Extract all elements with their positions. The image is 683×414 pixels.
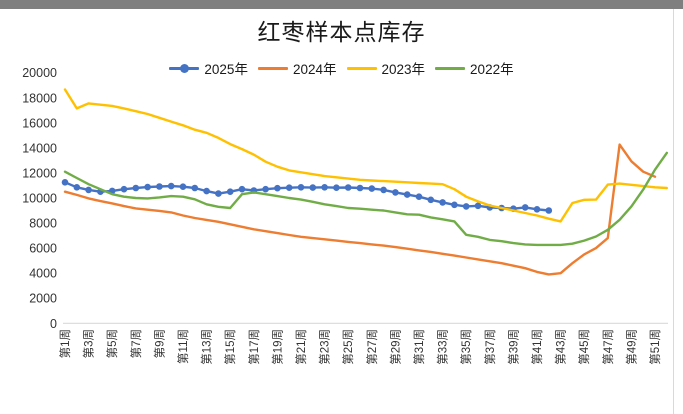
series-marker-2025年 <box>545 207 553 214</box>
x-tick-label: 第27周 <box>365 329 379 365</box>
series-marker-2025年 <box>533 206 541 213</box>
series-marker-2025年 <box>344 184 352 191</box>
y-tick-label: 16000 <box>22 116 57 130</box>
legend-item-2025年: 2025年 <box>169 58 248 78</box>
legend-swatch-2022年 <box>435 66 466 70</box>
legend-label: 2025年 <box>204 62 248 77</box>
legend-label: 2022年 <box>470 62 514 77</box>
series-marker-2025年 <box>321 184 328 191</box>
x-tick-label: 第33周 <box>436 329 450 365</box>
legend-label: 2023年 <box>381 62 426 77</box>
y-tick-label: 0 <box>50 317 57 331</box>
chart-title: 红枣样本点库存 <box>257 19 426 45</box>
y-tick-label: 6000 <box>29 242 57 256</box>
x-tick-label: 第47周 <box>601 329 615 365</box>
x-tick-label: 第37周 <box>483 329 497 365</box>
series-marker-2025年 <box>285 184 293 191</box>
x-tick-label: 第51周 <box>648 329 662 365</box>
series-marker-2025年 <box>156 183 163 190</box>
x-tick-label: 第49周 <box>624 329 638 365</box>
chart-legend: 2025年 2024年 2023年 2022年 <box>0 58 683 78</box>
series-marker-2025年 <box>439 199 446 206</box>
series-marker-2025年 <box>403 191 411 198</box>
series-line-2024年 <box>63 143 657 276</box>
series-marker-2025年 <box>191 184 199 192</box>
window-top-edge <box>0 0 683 9</box>
legend-swatch-2023年 <box>346 66 377 70</box>
x-tick-label: 第31周 <box>412 329 426 365</box>
legend-marker-dot <box>180 63 190 73</box>
y-tick-label: 20000 <box>22 66 57 80</box>
y-tick-label: 4000 <box>29 267 57 281</box>
series-marker-2025年 <box>427 196 435 204</box>
x-tick-label: 第13周 <box>200 329 214 365</box>
series-line-2022年 <box>63 151 668 247</box>
series-marker-2025年 <box>356 184 364 192</box>
y-tick-label: 18000 <box>22 91 57 105</box>
series-marker-2025年 <box>203 187 210 195</box>
x-tick-label: 第11周 <box>176 329 190 364</box>
x-tick-label: 第17周 <box>247 329 261 365</box>
x-tick-label: 第5周 <box>105 329 119 358</box>
series-marker-2025年 <box>85 186 92 194</box>
series-marker-2025年 <box>179 183 187 190</box>
x-tick-label: 第23周 <box>318 329 332 365</box>
series-marker-2025年 <box>215 190 222 197</box>
x-tick-label: 第39周 <box>506 329 520 365</box>
series-marker-2025年 <box>132 184 140 192</box>
series-marker-2025年 <box>415 193 423 200</box>
series-marker-2025年 <box>462 203 470 210</box>
x-tick-label: 第35周 <box>459 329 473 365</box>
series-marker-2025年 <box>238 185 246 193</box>
x-tick-label: 第21周 <box>294 329 308 365</box>
series-marker-2025年 <box>380 186 387 194</box>
x-tick-label: 第7周 <box>129 329 143 358</box>
series-marker-2025年 <box>297 184 305 191</box>
x-tick-label: 第3周 <box>82 329 96 358</box>
window-right-edge <box>673 9 674 414</box>
y-tick-label: 8000 <box>29 217 57 231</box>
legend-swatch-2025年 <box>169 63 200 73</box>
series-marker-2025年 <box>262 185 269 193</box>
series-line-2023年 <box>63 88 668 223</box>
legend-item-2024年: 2024年 <box>257 58 337 78</box>
series-marker-2025年 <box>226 188 234 195</box>
legend-item-2022年: 2022年 <box>435 58 514 78</box>
x-tick-label: 第41周 <box>530 329 544 365</box>
legend-label: 2024年 <box>292 62 337 77</box>
x-tick-label: 第1周 <box>58 329 72 358</box>
series-marker-2025年 <box>73 184 81 191</box>
series-marker-2025年 <box>451 201 458 209</box>
x-tick-label: 第43周 <box>554 329 568 365</box>
series-marker-2025年 <box>309 184 317 191</box>
series-marker-2025年 <box>368 185 376 192</box>
legend-item-2023年: 2023年 <box>346 58 426 78</box>
x-tick-label: 第9周 <box>152 329 166 358</box>
series-marker-2025年 <box>61 179 69 186</box>
series-marker-2025年 <box>274 184 281 192</box>
series-marker-2025年 <box>474 202 482 210</box>
y-tick-label: 14000 <box>22 141 57 155</box>
y-tick-label: 12000 <box>22 166 57 180</box>
legend-swatch-2024年 <box>257 66 288 70</box>
y-tick-label: 2000 <box>29 292 57 306</box>
series-marker-2025年 <box>120 185 128 193</box>
x-tick-label: 第15周 <box>223 329 237 365</box>
series-marker-2025年 <box>392 189 399 196</box>
series-marker-2025年 <box>333 184 340 191</box>
series-marker-2025年 <box>521 204 529 211</box>
x-tick-label: 第19周 <box>270 329 284 365</box>
series-marker-2025年 <box>144 183 151 191</box>
x-tick-label: 第25周 <box>341 329 355 365</box>
x-tick-label: 第29周 <box>388 329 402 365</box>
series-marker-2025年 <box>167 182 175 190</box>
x-tick-label: 第45周 <box>577 329 591 365</box>
y-tick-label: 10000 <box>22 192 57 206</box>
